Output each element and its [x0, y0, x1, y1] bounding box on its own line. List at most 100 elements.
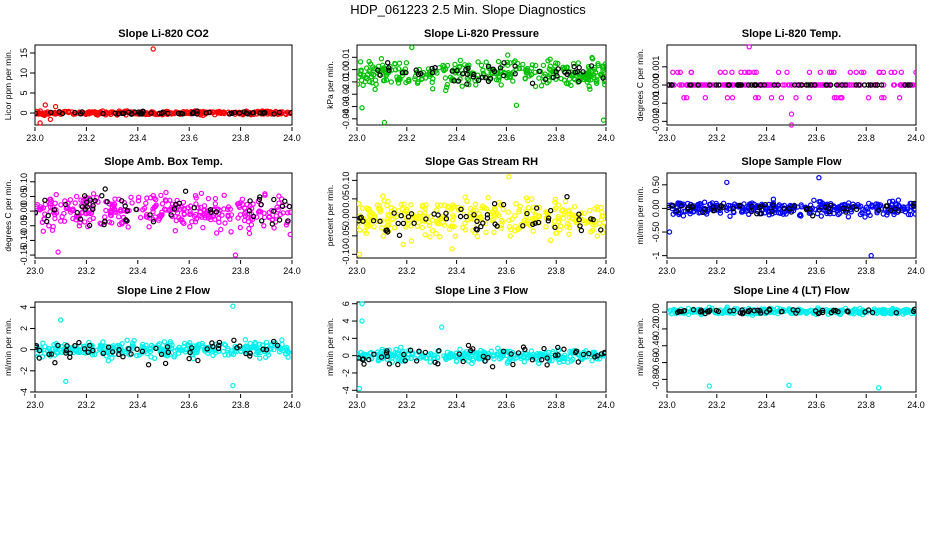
series-point — [571, 204, 578, 210]
series-point — [806, 69, 813, 76]
plot-frame — [356, 172, 607, 259]
y-tick-label: -0.50 — [651, 222, 661, 243]
series-point — [685, 305, 692, 312]
series-point — [429, 79, 435, 85]
chart-panel-5: Slope Gas Stream RH 23.0 23.2 23.4 23.6 23.8 2… — [325, 156, 615, 276]
series-point — [449, 223, 456, 229]
overlay-point — [229, 110, 235, 117]
series-point — [589, 54, 595, 61]
overlay-point — [758, 210, 764, 217]
series-point — [881, 82, 887, 88]
overlay-point — [51, 207, 58, 213]
series-point — [578, 73, 584, 80]
series-point — [869, 204, 876, 210]
overlay-point — [148, 110, 154, 116]
overlay-point — [377, 218, 383, 224]
series-point — [457, 57, 463, 64]
y-tick-label: 15 — [19, 48, 29, 58]
series-point — [845, 214, 852, 220]
overlay-point — [384, 353, 390, 360]
series-point — [99, 343, 105, 350]
overlay-point — [191, 204, 197, 211]
series-point — [898, 82, 905, 88]
series-point — [452, 354, 458, 360]
series-point — [670, 69, 676, 76]
series-point — [369, 80, 375, 86]
y-tick-label: 6 — [341, 301, 351, 306]
series-point — [858, 69, 865, 76]
overlay-point — [575, 359, 582, 365]
series-point — [452, 61, 458, 68]
series-point — [216, 348, 222, 354]
series-point — [384, 356, 390, 362]
overlay-point — [257, 194, 263, 200]
series-point — [377, 208, 384, 215]
series-point — [457, 63, 463, 70]
overlay-point — [823, 82, 829, 88]
overlay-point — [126, 346, 132, 352]
overlay-point — [398, 212, 404, 219]
series-point — [101, 214, 108, 220]
series-point — [809, 205, 816, 211]
series-point — [237, 212, 244, 218]
series-point — [40, 228, 47, 234]
series-point — [773, 82, 780, 88]
series-point — [215, 215, 222, 222]
overlay-point — [432, 64, 438, 71]
outlier-point — [55, 249, 61, 255]
series-point — [428, 213, 434, 220]
series-point — [491, 356, 497, 362]
series-point — [446, 353, 452, 359]
overlay-point — [407, 347, 414, 353]
series-point — [408, 238, 415, 244]
series-point — [76, 223, 83, 229]
series-point — [551, 218, 558, 224]
overlay-point — [359, 356, 366, 363]
series-point — [473, 82, 479, 88]
overlay-point — [884, 203, 891, 209]
series-point — [379, 218, 385, 224]
series-point — [881, 94, 887, 101]
series-point — [395, 66, 402, 72]
y-axis-label: Licor ppm per min. — [3, 50, 13, 120]
overlay-point — [86, 222, 93, 229]
series-point — [187, 211, 193, 218]
series-point — [566, 231, 572, 237]
y-tick-label: 0.00 — [341, 61, 351, 79]
overlay-point — [375, 67, 381, 73]
series-point — [540, 62, 547, 69]
data-points — [667, 44, 916, 128]
overlay-point — [810, 213, 816, 219]
series-point — [401, 201, 407, 207]
series-point — [108, 220, 115, 226]
series-point — [173, 217, 179, 224]
overlay-point — [902, 82, 908, 88]
series-point — [525, 204, 532, 211]
series-point — [136, 352, 142, 358]
series-point — [855, 202, 861, 208]
series-point — [72, 200, 78, 206]
y-tick-label: -0.15 — [19, 245, 29, 266]
series-point — [451, 203, 457, 210]
series-point — [367, 67, 373, 73]
overlay-point — [501, 60, 507, 66]
overlay-point — [485, 355, 491, 361]
x-tick-label: 23.6 — [808, 133, 826, 143]
x-tick-label: 23.0 — [26, 133, 44, 143]
data-points — [35, 46, 292, 126]
series-point — [462, 194, 468, 200]
series-point — [444, 81, 450, 88]
x-tick-label: 23.2 — [708, 400, 726, 410]
series-point — [671, 306, 677, 313]
series-point — [395, 80, 402, 86]
overlay-point — [85, 349, 91, 355]
overlay-point — [779, 308, 785, 315]
overlay-point — [781, 205, 788, 212]
series-point — [135, 194, 142, 200]
overlay-point — [274, 342, 281, 349]
series-point — [37, 207, 43, 213]
series-point — [696, 206, 702, 212]
y-tick-label: 0 — [19, 347, 29, 352]
series-point — [38, 110, 45, 117]
series-point — [48, 198, 55, 205]
